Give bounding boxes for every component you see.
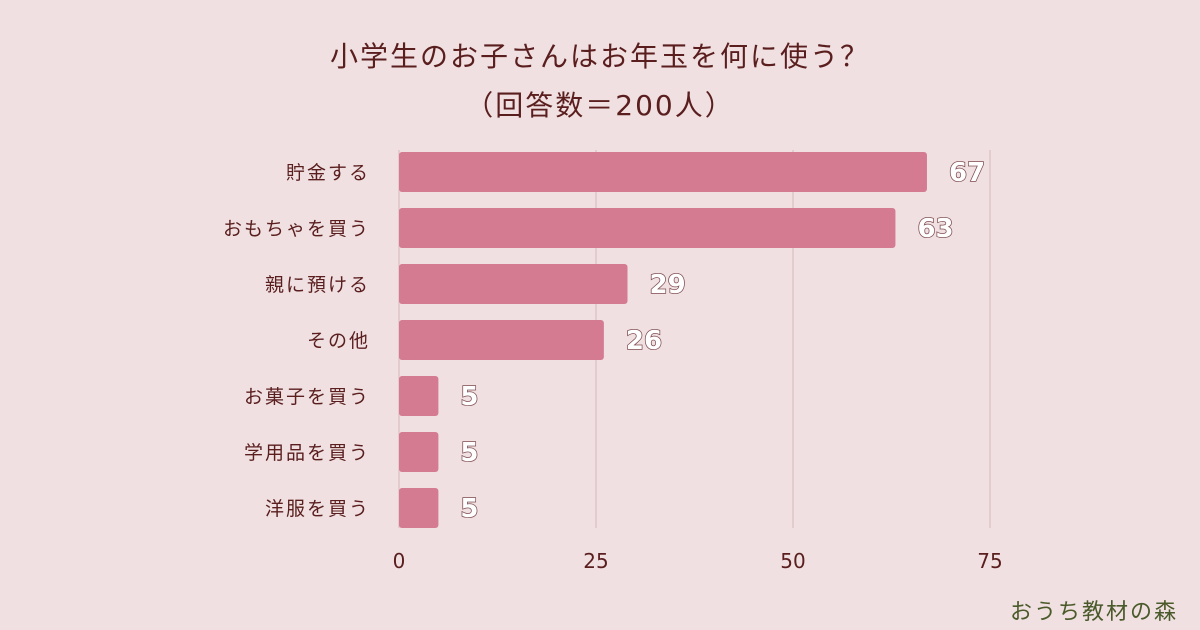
brand-logo: おうち教材の森 [1010,594,1178,626]
category-label: 洋服を買う [265,498,370,520]
x-tick-label: 25 [583,549,608,573]
data-label: 29 [650,270,686,300]
x-axis-ticks: 0 25 50 75 [393,549,1003,573]
category-label: おもちゃを買う [223,218,370,240]
category-label: 親に預ける [265,274,370,296]
bar-7 [399,488,439,528]
bar-1 [399,152,927,192]
category-label: その他 [307,330,370,352]
data-label: 5 [460,438,478,468]
x-tick-label: 0 [393,549,406,573]
bar-3 [399,264,628,304]
bar-2 [399,208,896,248]
category-label: 学用品を買う [244,442,370,464]
chart-title-line2: （回答数＝200人） [465,89,734,122]
bar-4 [399,320,604,360]
brand-text: おうち教材の森 [1009,600,1178,625]
category-label: お菓子を買う [244,386,370,408]
category-label: 貯金する [286,162,370,184]
bar-6 [399,432,439,472]
bar-5 [399,376,439,416]
bars [399,152,927,528]
data-label: 63 [917,214,953,244]
chart-title-line1: 小学生のお子さんはお年玉を何に使う？ [330,40,870,73]
data-label: 67 [949,158,985,188]
x-tick-label: 75 [977,549,1002,573]
x-tick-label: 50 [780,549,805,573]
data-label: 5 [460,382,478,412]
data-label: 5 [460,494,478,524]
value-labels: 67 63 29 26 5 5 5 [460,157,986,525]
data-label: 26 [626,326,662,356]
